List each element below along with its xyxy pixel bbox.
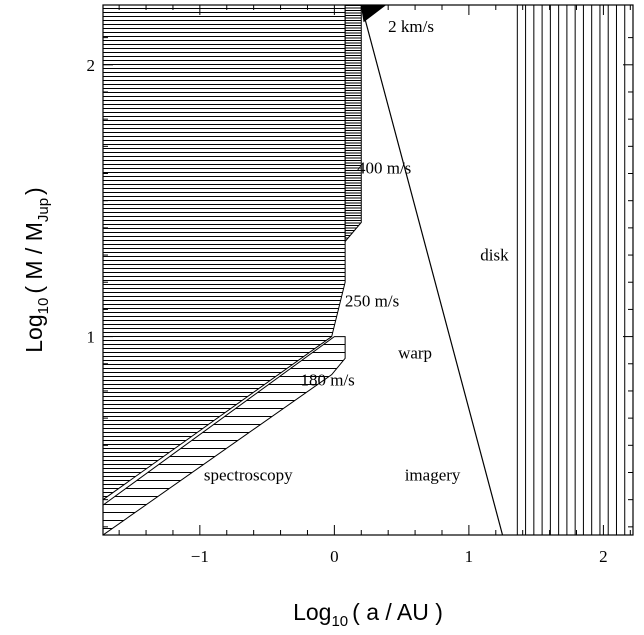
y-tick-label: 2 [87,56,96,75]
region-horizontal-fine [344,5,362,243]
y-axis-title: Log10( M / MJup) [21,187,52,352]
region-solid [360,5,387,23]
annotation-label: 2 km/s [388,17,434,36]
annotation-label: spectroscopy [204,466,293,485]
boundary-lines [360,5,504,535]
x-axis-title: Log10( a / AU ) [293,599,443,630]
y-tick-label: 1 [87,328,96,347]
annotation-label: 250 m/s [345,292,399,311]
annotation-label: 180 m/s [300,371,354,390]
region-annotations: 2 km/s 400 m/s 250 m/s 180 m/s disk warp spect… [204,17,509,484]
region-horizontal-sparse [103,336,346,535]
plot-frame [102,4,634,536]
axis-ticks: −1 0 1 2 1 2 [87,5,633,566]
x-tick-label: 1 [465,547,474,566]
imagery-boundary-line [360,5,504,535]
hatched-regions [103,5,633,535]
x-tick-label: −1 [191,547,209,566]
annotation-label: imagery [405,466,461,485]
annotation-label: warp [398,343,432,362]
annotation-label: 400 m/s [357,159,411,178]
annotation-label: disk [480,245,509,264]
x-tick-label: 0 [330,547,339,566]
x-tick-label: 2 [599,547,608,566]
